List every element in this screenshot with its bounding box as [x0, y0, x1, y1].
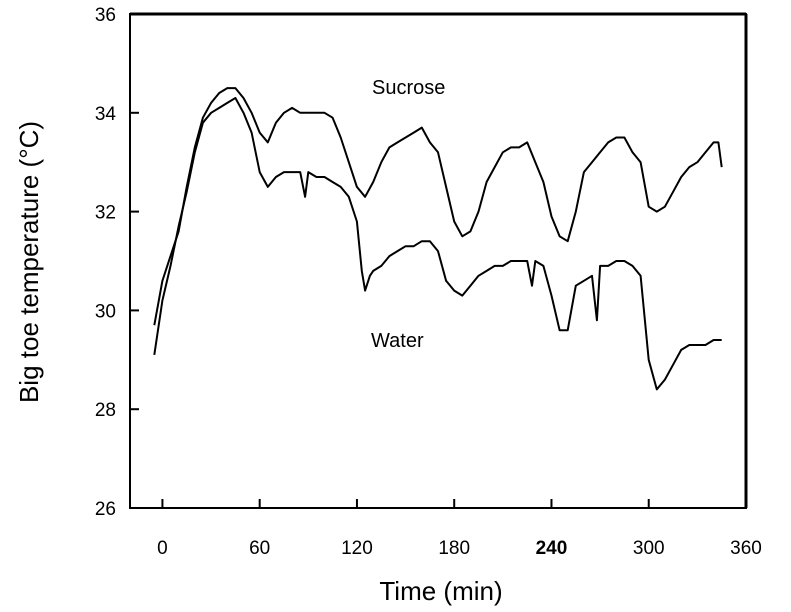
x-tick-label: 360: [730, 538, 762, 559]
y-tick-label: 30: [95, 301, 116, 322]
y-tick-label: 26: [95, 499, 116, 520]
x-axis-ticks: 0 60 120 180 240 300 360: [157, 499, 762, 559]
y-tick-label: 34: [95, 104, 117, 125]
x-tick-label: 240: [536, 538, 568, 559]
y-tick-label: 36: [95, 5, 116, 26]
y-tick-label: 32: [95, 203, 116, 224]
y-axis-ticks: 26 28 30 32 34 36: [95, 5, 139, 520]
x-tick-label: 0: [157, 538, 168, 559]
x-tick-label: 300: [633, 538, 665, 559]
x-tick-label: 180: [438, 538, 470, 559]
series-label-sucrose: Sucrose: [372, 77, 445, 99]
series-label-water: Water: [371, 330, 424, 352]
x-axis-title: Time (min): [379, 576, 502, 606]
series-line-water: [153, 97, 722, 391]
x-tick-label: 60: [249, 538, 270, 559]
y-axis-title: Big toe temperature (°C): [14, 121, 44, 403]
series-lines: [153, 87, 723, 391]
x-tick-label: 120: [341, 538, 373, 559]
y-tick-label: 28: [95, 400, 116, 421]
series-line-sucrose: [153, 87, 723, 326]
